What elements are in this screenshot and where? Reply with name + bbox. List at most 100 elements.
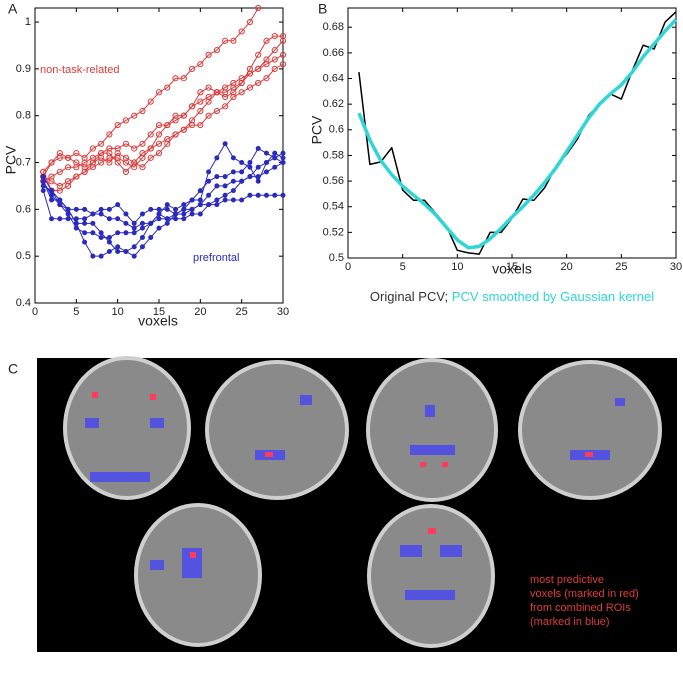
marker [40,188,46,194]
marker [181,202,187,208]
caption: most predictive voxels (marked in red) f… [530,574,639,628]
series-line [358,11,677,255]
marker [230,89,237,96]
marker [155,89,163,96]
caption-line: most predictive [530,574,604,586]
marker [263,192,269,198]
marker [139,211,145,217]
y-tick-label: 0.58 [323,149,344,161]
marker [214,202,220,208]
marker [106,234,112,240]
y-tick-label: 0.62 [323,98,344,110]
marker [205,98,212,105]
y-tick-label: 0.5 [329,252,344,264]
caption-line: voxels (marked in red) [530,588,639,600]
marker [188,117,196,124]
marker [65,216,71,222]
marker [230,178,236,184]
marker [131,253,137,259]
marker [156,225,162,231]
x-axis-label: voxels [492,261,532,277]
marker [56,154,63,161]
marker [197,197,203,203]
series-line [357,18,678,250]
marker [180,126,187,133]
marker [48,178,55,185]
x-axis-label: voxels [138,313,178,329]
marker [64,178,72,185]
y-tick-label: 0.66 [323,47,344,59]
marker [56,168,63,175]
x-tick-label: 30 [670,261,682,273]
marker [106,248,112,254]
marker [246,70,254,77]
marker [49,192,55,198]
y-tick-label: 0.5 [16,250,31,262]
y-tick-label: 0.8 [16,110,31,122]
marker [238,79,245,87]
marker [73,220,79,226]
marker [64,164,72,171]
marker [246,65,254,72]
series-line [42,35,283,173]
marker [56,182,63,190]
marker [255,51,262,58]
marker [188,65,196,72]
marker [123,220,129,226]
marker [131,145,138,152]
marker [279,37,287,44]
marker [255,164,261,170]
marker [131,225,137,231]
marker [98,206,104,212]
x-tick-label: 25 [615,261,627,273]
marker [122,154,130,161]
marker [122,140,130,147]
y-axis-label: PCV [3,145,19,174]
marker [114,154,121,161]
y-tick-label: 0.56 [323,175,344,187]
marker [263,75,270,82]
marker [180,75,187,82]
marker [272,192,278,198]
marker [122,159,130,166]
x-tick-label: 0 [32,306,38,318]
marker [98,253,104,259]
y-axis-label: PCV [309,115,325,144]
marker [213,47,220,54]
marker [213,89,220,96]
marker [247,164,253,170]
marker [57,197,63,203]
x-tick-label: 10 [112,306,124,318]
marker [188,103,196,110]
marker [263,160,269,166]
marker [81,164,88,171]
marker [40,178,46,184]
marker [213,107,220,115]
marker [197,107,204,115]
marker [214,183,220,189]
marker [64,154,72,161]
marker [263,169,269,175]
marker [180,112,187,119]
marker [230,169,236,175]
marker [106,216,112,222]
marker [206,202,212,208]
marker [155,131,163,138]
marker [222,174,228,180]
marker [206,192,212,198]
marker [238,89,245,96]
marker [148,234,154,240]
marker [114,145,121,152]
series-line [42,63,284,192]
marker [173,211,179,217]
marker [115,248,121,254]
marker [197,61,204,68]
legend: Original PCV; PCV smoothed by Gaussian k… [370,289,654,304]
marker [246,84,254,91]
marker [279,51,287,58]
marker [263,150,269,156]
marker [81,159,88,166]
marker [106,131,113,138]
marker [230,155,236,161]
marker [263,37,270,44]
